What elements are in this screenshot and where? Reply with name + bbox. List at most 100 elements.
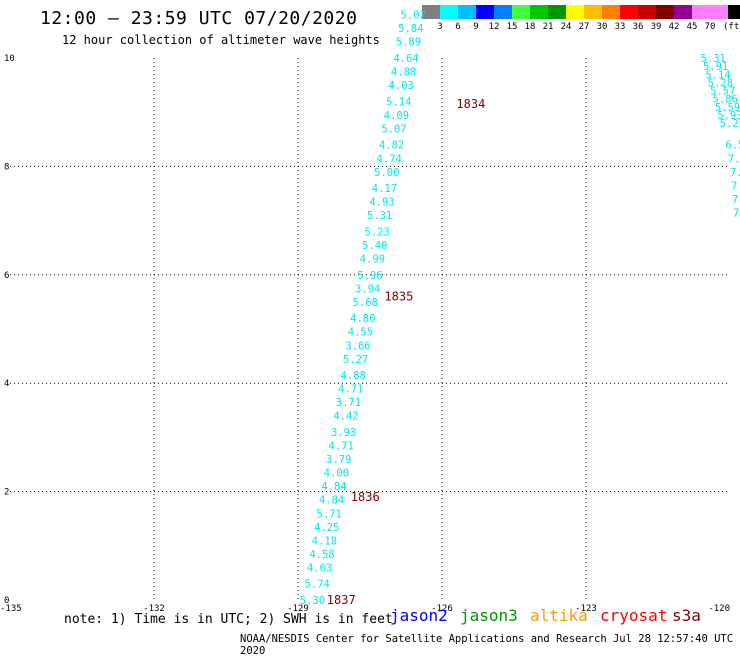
color-scale-label: 39 — [650, 22, 662, 32]
color-scale-label: 36 — [632, 22, 644, 32]
wave-height-value: 4.03 — [389, 80, 414, 92]
wave-height-value: 5.02 — [401, 10, 426, 22]
wave-height-value: 5.96 — [357, 270, 382, 282]
color-scale-label: (ft) — [723, 22, 740, 32]
wave-height-value: 3.79 — [326, 454, 351, 466]
wave-height-value: 7.6 — [730, 167, 740, 179]
color-swatch — [584, 5, 602, 19]
wave-height-value: 5.25 — [720, 118, 740, 130]
time-label: 1836 — [351, 490, 380, 504]
wave-height-value: 5.93 — [717, 110, 740, 122]
color-swatch — [422, 5, 440, 19]
y-tick-label: 6 — [4, 271, 9, 281]
color-swatch — [440, 5, 458, 19]
color-swatch — [674, 5, 692, 19]
wave-height-value: 5.57 — [710, 86, 735, 98]
x-tick-label: -126 — [431, 604, 453, 614]
y-tick-label: 8 — [4, 162, 9, 172]
color-scale-label: 30 — [596, 22, 608, 32]
x-tick-label: -129 — [287, 604, 309, 614]
wave-height-value: 5.91 — [703, 61, 728, 73]
wave-height-value: 7.0 — [732, 194, 740, 206]
wave-height-value: 4.84 — [319, 495, 344, 507]
wave-height-value: 3.94 — [355, 283, 380, 295]
note-text: note: 1) Time is in UTC; 2) SWH is in fe… — [64, 612, 393, 627]
x-tick-label: -120 — [708, 604, 730, 614]
time-label: 1837 — [327, 593, 356, 607]
color-scale-label: 15 — [506, 22, 518, 32]
wave-height-value: 7.5 — [728, 153, 740, 165]
y-tick-label: 4 — [4, 379, 9, 389]
color-swatch — [458, 5, 476, 19]
wave-height-value: 7.1 — [733, 207, 740, 219]
wave-height-value: 4.64 — [393, 53, 418, 65]
color-swatch — [512, 5, 530, 19]
wave-height-value: 5.27 — [343, 354, 368, 366]
wave-height-value: 4.80 — [350, 313, 375, 325]
wave-height-value: 6.5 — [725, 140, 740, 152]
x-tick-label: -135 — [0, 604, 22, 614]
color-swatch — [602, 5, 620, 19]
wave-height-value: 4.74 — [377, 153, 402, 165]
y-tick-label: 0 — [4, 596, 9, 606]
wave-height-value: 5.07 — [381, 123, 406, 135]
satellite-label-altika: altika — [530, 606, 588, 625]
color-scale-label: 9 — [473, 22, 479, 32]
satellite-label-jason3: jason3 — [460, 606, 518, 625]
wave-height-value: 4.88 — [341, 370, 366, 382]
wave-height-value: 5.59 — [715, 102, 740, 114]
wave-height-value: 4.17 — [372, 183, 397, 195]
wave-height-value: 4.82 — [379, 140, 404, 152]
x-tick-label: -123 — [575, 604, 597, 614]
color-scale-label: 42 — [668, 22, 680, 32]
color-swatch — [656, 5, 674, 19]
color-swatch — [476, 5, 494, 19]
wave-height-value: 4.18 — [312, 535, 337, 547]
color-swatch — [548, 5, 566, 19]
color-swatch — [530, 5, 548, 19]
color-scale-label: 21 — [542, 22, 554, 32]
wave-height-value: 3.66 — [345, 340, 370, 352]
wave-height-value: 4.63 — [307, 562, 332, 574]
time-label: 1835 — [384, 289, 413, 303]
color-swatch — [728, 5, 740, 19]
wave-height-value: 5.14 — [386, 96, 411, 108]
wave-height-value: 4.25 — [314, 522, 339, 534]
wave-height-value: 5.74 — [305, 579, 330, 591]
color-scale-label: 33 — [614, 22, 626, 32]
y-tick-label: 2 — [4, 488, 9, 498]
wave-height-value: 5.86 — [713, 94, 738, 106]
chart-title: 12:00 – 23:59 UTC 07/20/2020 — [40, 8, 358, 29]
color-swatch — [710, 5, 728, 19]
wave-height-value: 4.84 — [321, 481, 346, 493]
satellite-label-jason2: jason2 — [390, 606, 448, 625]
wave-height-value: 4.99 — [360, 254, 385, 266]
chart-subtitle: 12 hour collection of altimeter wave hei… — [62, 33, 380, 47]
wave-height-value: 5.00 — [374, 167, 399, 179]
satellite-label-s3a: s3a — [672, 606, 701, 625]
wave-height-value: 7.7 — [731, 180, 740, 192]
wave-height-value: 4.93 — [369, 197, 394, 209]
color-scale-label: 24 — [560, 22, 572, 32]
color-scale-label: 12 — [488, 22, 500, 32]
wave-height-value: 3.93 — [331, 427, 356, 439]
wave-height-value: 4.00 — [324, 468, 349, 480]
time-label: 1834 — [456, 97, 485, 111]
wave-height-value: 4.71 — [338, 384, 363, 396]
color-swatch — [620, 5, 638, 19]
wave-height-value: 4.55 — [348, 327, 373, 339]
x-tick-label: -132 — [143, 604, 165, 614]
wave-height-value: 5.40 — [362, 240, 387, 252]
wave-height-value: 5.28 — [708, 77, 733, 89]
wave-height-value: 5.31 — [701, 53, 726, 65]
color-scale-label: 70 — [704, 22, 716, 32]
wave-height-value: 5.68 — [353, 297, 378, 309]
wave-height-value: 4.09 — [384, 110, 409, 122]
wave-height-value: 5.14 — [705, 69, 730, 81]
color-swatch — [638, 5, 656, 19]
color-scale-label: 6 — [455, 22, 461, 32]
wave-height-value: 4.42 — [333, 411, 358, 423]
color-swatch — [692, 5, 710, 19]
wave-height-value: 5.71 — [317, 508, 342, 520]
wave-height-value: 5.89 — [396, 37, 421, 49]
